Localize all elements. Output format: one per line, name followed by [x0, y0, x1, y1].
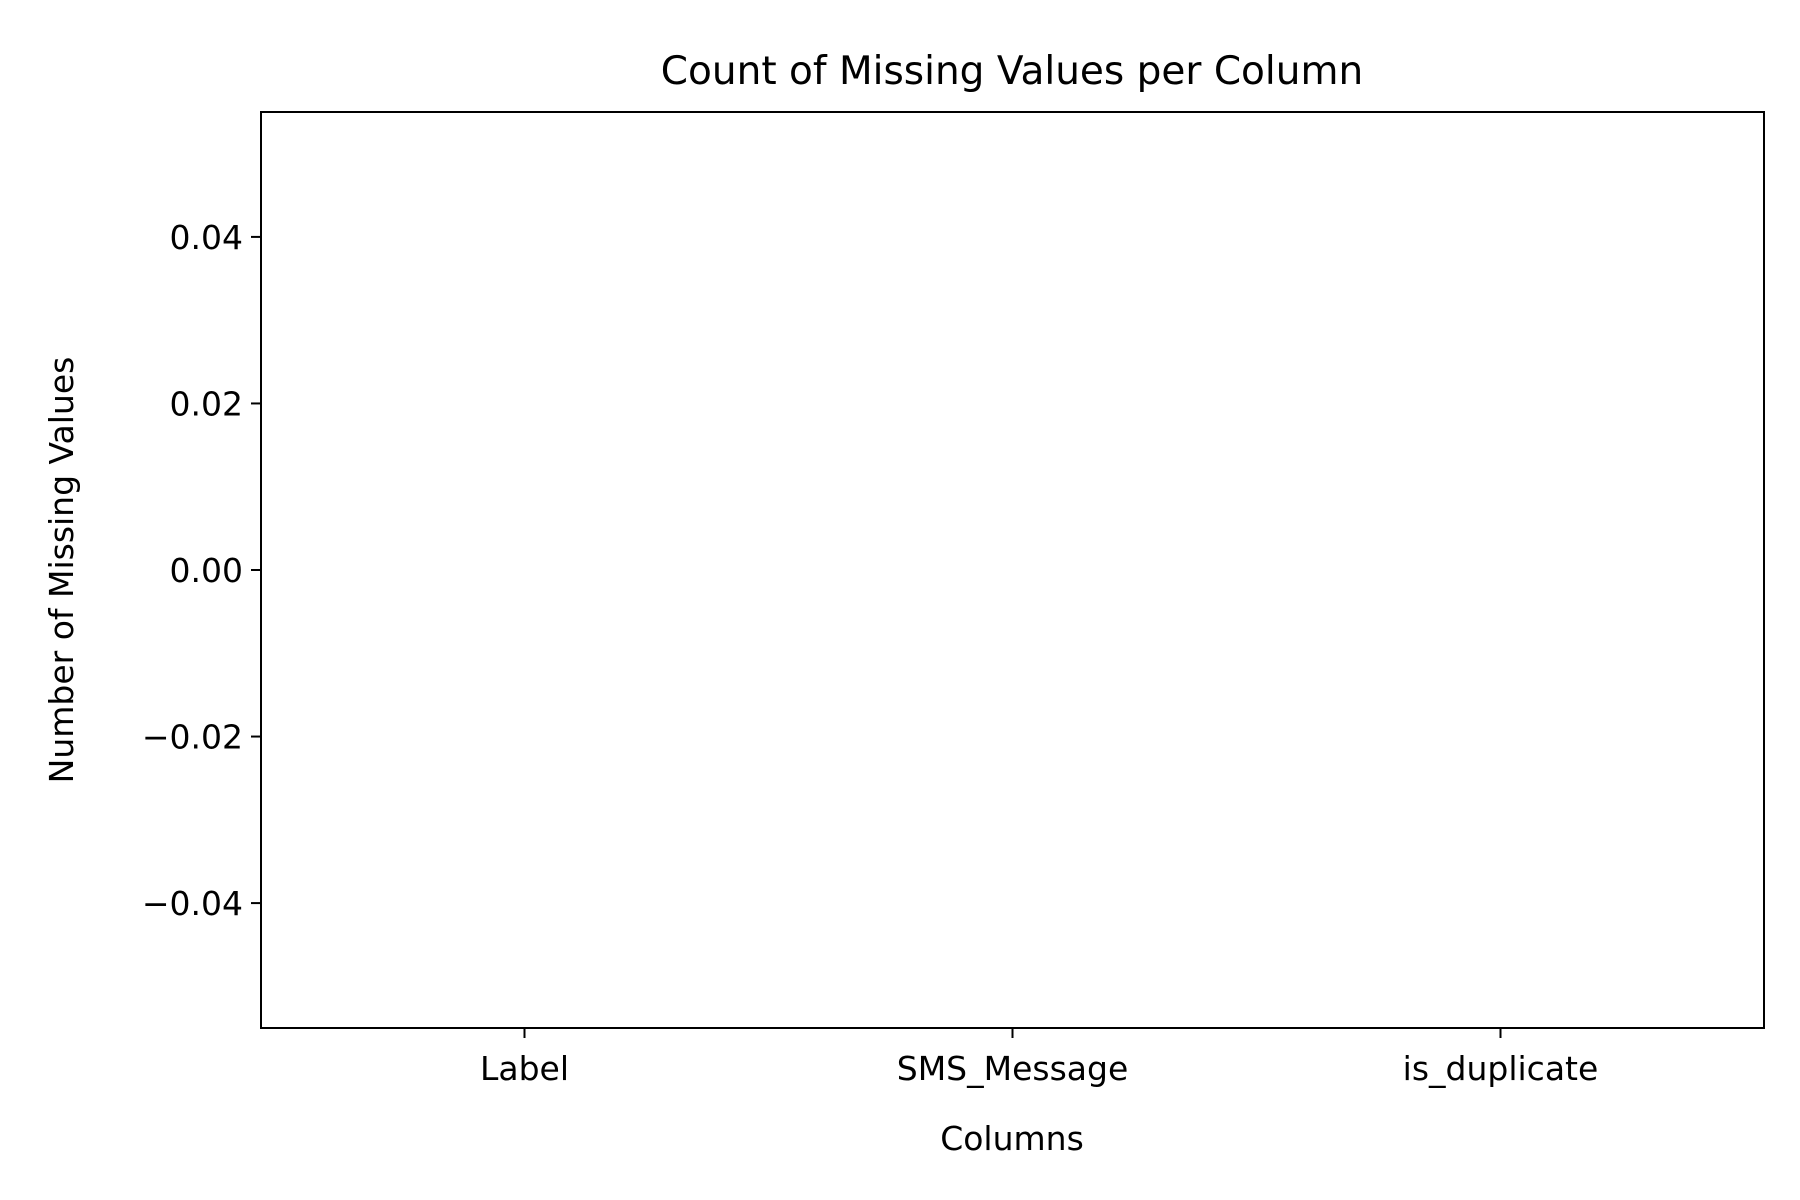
- chart-title: Count of Missing Values per Column: [661, 49, 1363, 94]
- y-tick-label: −0.04: [142, 884, 243, 923]
- y-axis: −0.04 −0.02 0.00 0.02 0.04: [142, 218, 261, 923]
- x-tick-label: SMS_Message: [897, 1049, 1129, 1088]
- x-tick-label: is_duplicate: [1403, 1049, 1599, 1088]
- x-axis-label: Columns: [940, 1119, 1084, 1158]
- x-tick-label: Label: [480, 1049, 569, 1088]
- x-axis: Label SMS_Message is_duplicate: [480, 1028, 1598, 1088]
- y-tick-label: 0.04: [170, 218, 243, 257]
- y-tick-label: 0.00: [170, 551, 243, 590]
- y-axis-label: Number of Missing Values: [42, 357, 81, 784]
- y-tick-label: 0.02: [170, 384, 243, 423]
- y-tick-label: −0.02: [142, 718, 243, 757]
- plot-area: [260, 111, 1765, 1029]
